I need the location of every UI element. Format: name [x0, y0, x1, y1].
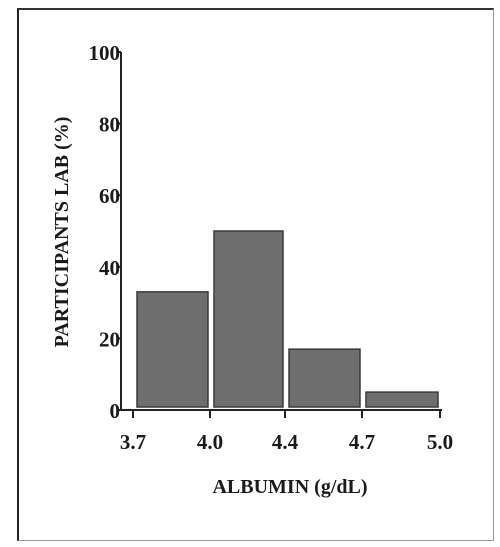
x-tick-label: 4.4: [272, 430, 299, 454]
histogram-bar: [365, 391, 439, 408]
x-tick-label: 4.0: [197, 430, 223, 454]
chart-frame: [17, 8, 494, 541]
x-tick-label: 4.7: [349, 430, 375, 454]
histogram-bar: [288, 348, 361, 408]
histogram-bar: [136, 291, 209, 408]
y-tick-label: 0: [110, 399, 121, 423]
y-tick-label: 80: [99, 113, 120, 137]
x-axis-title: ALBUMIN (g/dL): [212, 476, 367, 498]
histogram-bar: [213, 230, 284, 408]
x-ticks-group: 3.7 4.0 4.4 4.7 5.0: [120, 410, 453, 454]
x-tick-label: 3.7: [120, 430, 146, 454]
y-ticks-group: 0 20 40 60 80 100: [89, 41, 121, 423]
y-tick-label: 100: [89, 41, 121, 65]
y-axis-title: PARTICIPANTS LAB (%): [51, 117, 73, 348]
y-tick-label: 60: [99, 184, 120, 208]
y-tick-label: 40: [99, 256, 120, 280]
bars-group: [136, 230, 439, 408]
x-tick-label: 5.0: [427, 430, 453, 454]
y-tick-label: 20: [99, 327, 120, 351]
